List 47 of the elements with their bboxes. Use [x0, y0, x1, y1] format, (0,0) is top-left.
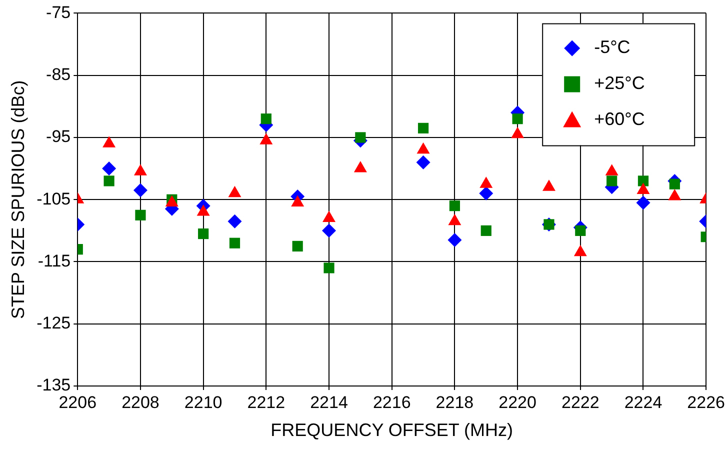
- x-tick-label: 2206: [58, 392, 97, 412]
- y-tick-label: -105: [36, 189, 71, 208]
- point: [324, 262, 334, 274]
- point: [198, 228, 209, 240]
- y-tick-label: -115: [38, 251, 71, 270]
- point: [669, 178, 680, 190]
- y-axis-title: STEP SIZE SPURIOUS (dBc): [8, 80, 28, 319]
- point: [448, 232, 462, 247]
- y-tick-label: -135: [36, 376, 71, 395]
- point: [479, 186, 494, 200]
- x-tick-label: 2226: [687, 392, 726, 412]
- point: [229, 238, 240, 248]
- x-tick-label: 2208: [122, 392, 160, 412]
- point: [292, 240, 303, 252]
- point: [260, 114, 272, 124]
- point: [636, 196, 650, 210]
- point: [104, 176, 114, 186]
- legend-label: -5°C: [594, 37, 630, 58]
- y-tick-label: -85: [46, 65, 71, 84]
- y-tick-label: -125: [36, 314, 71, 333]
- y-tick-label: -75: [46, 2, 71, 22]
- point: [575, 225, 586, 236]
- x-axis-title: FREQUENCY OFFSET (MHz): [270, 420, 514, 440]
- point: [228, 214, 242, 228]
- point: [133, 183, 148, 198]
- point: [480, 225, 492, 236]
- point: [322, 224, 336, 238]
- point: [512, 114, 523, 124]
- legend-label: +25°C: [594, 73, 645, 94]
- x-tick-label: 2222: [561, 392, 600, 412]
- point: [355, 132, 366, 143]
- y-tick-label: -95: [46, 127, 71, 146]
- point: [418, 122, 429, 134]
- point: [449, 200, 460, 212]
- x-tick-label: 2210: [184, 392, 222, 412]
- point: [102, 162, 116, 176]
- x-tick-label: 2214: [310, 392, 348, 412]
- x-tick-label: 2224: [624, 392, 662, 412]
- point: [416, 155, 430, 170]
- x-tick-label: 2218: [436, 392, 474, 412]
- x-tick-label: 2220: [498, 392, 536, 412]
- point: [638, 176, 649, 186]
- point: [135, 210, 146, 220]
- point: [606, 176, 618, 186]
- legend-label: +60°C: [594, 109, 645, 130]
- x-tick-label: 2216: [372, 392, 411, 412]
- x-tick-label: 2212: [247, 392, 286, 412]
